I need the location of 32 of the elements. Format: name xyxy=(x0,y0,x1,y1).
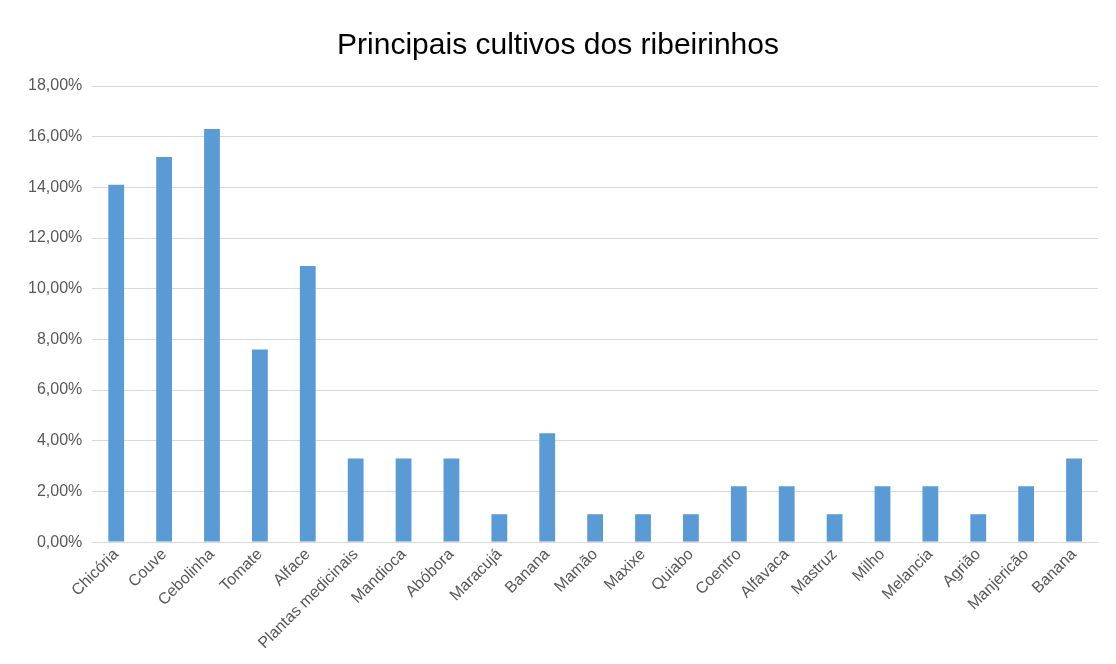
bar xyxy=(1066,458,1082,542)
bar xyxy=(299,265,316,542)
y-tick-label: 4,00% xyxy=(36,431,83,449)
y-tick-label: 6,00% xyxy=(36,380,83,398)
y-tick-label: 12,00% xyxy=(28,228,83,246)
y-tick-label: 8,00% xyxy=(36,329,83,347)
bar xyxy=(347,458,364,542)
bar xyxy=(587,514,604,542)
chart-title: Principais cultivos dos ribeirinhos xyxy=(337,27,779,61)
y-tick-label: 10,00% xyxy=(28,279,83,297)
bar xyxy=(251,349,268,542)
bar xyxy=(778,486,795,542)
bar xyxy=(108,184,125,542)
y-tick-label: 14,00% xyxy=(28,177,83,195)
bar xyxy=(635,514,651,542)
bar xyxy=(874,486,891,542)
y-tick-label: 18,00% xyxy=(28,76,83,94)
bar xyxy=(156,156,173,542)
y-tick-label: 16,00% xyxy=(28,127,83,145)
bar xyxy=(922,486,939,542)
bar xyxy=(1018,486,1035,542)
bar xyxy=(443,458,460,542)
bar xyxy=(395,458,412,542)
bar xyxy=(730,486,747,542)
bar xyxy=(970,514,987,542)
y-tick-label: 2,00% xyxy=(36,481,83,499)
bar xyxy=(491,514,508,542)
bar xyxy=(683,514,699,542)
bar xyxy=(204,129,220,542)
bar xyxy=(826,514,843,542)
bar xyxy=(539,433,556,542)
y-tick-label: 0,00% xyxy=(36,532,83,550)
